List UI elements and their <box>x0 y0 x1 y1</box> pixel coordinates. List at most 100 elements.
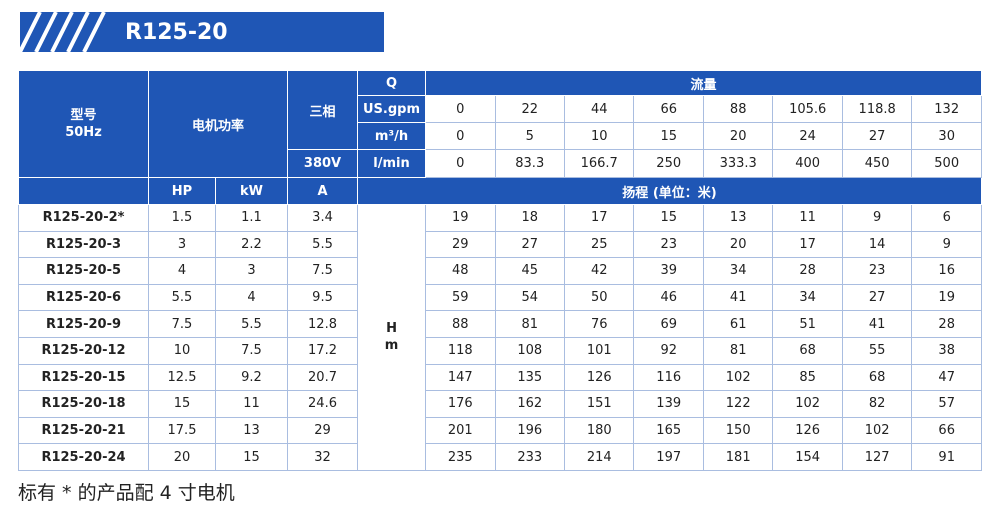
flow-value: 5 <box>494 122 565 150</box>
title: R125-20 <box>125 20 228 45</box>
table-row: 380V l/min 0 83.3 166.7 250 333.3 400 450 500 <box>19 149 982 178</box>
head-value: 116 <box>633 363 704 392</box>
table-row: R125-20-3 3 2.2 5.5 29 27 25 23 20 17 14 9 <box>18 230 982 259</box>
head-value: 25 <box>563 230 635 259</box>
head-value: 17 <box>772 230 843 259</box>
flow-value: 400 <box>772 149 843 178</box>
model-name: R125-20-2* <box>18 204 149 232</box>
unit-header: kW <box>214 177 289 205</box>
kw-value: 15 <box>214 443 289 471</box>
flow-value: 83.3 <box>494 149 565 178</box>
head-value: 68 <box>772 336 843 365</box>
head-value: 102 <box>841 416 913 445</box>
amp-value: 5.5 <box>287 230 359 259</box>
head-value: 45 <box>494 257 565 285</box>
amp-value: 20.7 <box>287 363 359 392</box>
head-value: 197 <box>633 443 704 471</box>
flow-value: 0 <box>425 149 496 178</box>
q-header: Q <box>357 70 427 96</box>
head-value: 122 <box>702 390 774 418</box>
flow-value: 44 <box>563 95 635 123</box>
flow-value: 22 <box>494 95 565 123</box>
head-unit-line: m <box>384 338 399 354</box>
head-value: 180 <box>563 416 635 445</box>
head-value: 20 <box>702 230 774 259</box>
head-value: 150 <box>702 416 774 445</box>
amp-value: 3.4 <box>287 204 359 232</box>
flow-value: 0 <box>425 122 496 150</box>
table-row: R125-20-15 12.5 9.2 20.7 147 135 126 116 102 85 68… <box>18 363 982 392</box>
table-row: R125-20-5 4 3 7.5 48 45 42 39 34 28 23 16 <box>18 257 982 285</box>
hp-value: 3 <box>148 230 216 259</box>
head-value: 9 <box>841 204 913 232</box>
model-name: R125-20-18 <box>18 390 149 418</box>
head-value: 102 <box>702 363 774 392</box>
head-value: 18 <box>494 204 565 232</box>
flow-value: 450 <box>841 149 913 178</box>
head-value: 81 <box>494 310 565 338</box>
head-value: 176 <box>425 390 496 418</box>
head-value: 126 <box>563 363 635 392</box>
amp-value: 12.8 <box>287 310 359 338</box>
hp-value: 10 <box>148 336 216 365</box>
table-row: US.gpm 0 22 44 66 88 105.6 118.8 132 <box>19 95 982 123</box>
amp-value: 29 <box>287 416 359 445</box>
head-value: 69 <box>633 310 704 338</box>
head-value: 11 <box>772 204 843 232</box>
head-value: 102 <box>772 390 843 418</box>
head-value: 27 <box>494 230 565 259</box>
head-value: 118 <box>425 336 496 365</box>
model-name: R125-20-5 <box>18 257 149 285</box>
head-value: 68 <box>841 363 913 392</box>
kw-value: 7.5 <box>214 336 289 365</box>
head-value: 19 <box>911 283 982 312</box>
kw-value: 13 <box>214 416 289 445</box>
table-row: R125-20-12 10 7.5 17.2 118 108 101 92 81 68 55 38 <box>18 336 982 365</box>
flow-value: 24 <box>772 122 843 150</box>
table-row: R125-20-24 20 15 32 235 233 214 197 181 154 127 91 <box>18 443 982 471</box>
phase-header: 三相 <box>287 70 359 150</box>
kw-value: 5.5 <box>214 310 289 338</box>
model-name: R125-20-15 <box>18 363 149 392</box>
head-value: 54 <box>494 283 565 312</box>
head-value: 181 <box>702 443 774 471</box>
head-value: 165 <box>633 416 704 445</box>
banner-stripes <box>20 12 106 52</box>
head-value: 28 <box>911 310 982 338</box>
flow-value: 500 <box>911 149 982 178</box>
title-banner: R125-20 <box>20 12 384 52</box>
head-value: 214 <box>563 443 635 471</box>
unit-header: A <box>287 177 359 205</box>
table-row: R125-20-18 15 11 24.6 176 162 151 139 122 102 82 57 <box>18 390 982 418</box>
head-value: 92 <box>633 336 704 365</box>
blank-header <box>18 177 149 205</box>
head-value: 82 <box>841 390 913 418</box>
head-value: 38 <box>911 336 982 365</box>
amp-value: 24.6 <box>287 390 359 418</box>
flow-value: 20 <box>702 122 774 150</box>
model-name: R125-20-21 <box>18 416 149 445</box>
head-value: 162 <box>494 390 565 418</box>
head-value: 101 <box>563 336 635 365</box>
amp-value: 17.2 <box>287 336 359 365</box>
head-value: 85 <box>772 363 843 392</box>
head-value: 50 <box>563 283 635 312</box>
model-header: 型号 50Hz <box>18 70 149 178</box>
flow-value: 30 <box>911 122 982 150</box>
head-value: 55 <box>841 336 913 365</box>
head-value: 196 <box>494 416 565 445</box>
head-value: 29 <box>425 230 496 259</box>
head-value: 17 <box>563 204 635 232</box>
flow-value: 118.8 <box>841 95 913 123</box>
table-row: HP kW A 扬程 (单位：米) <box>18 177 982 205</box>
head-value: 59 <box>425 283 496 312</box>
head-value: 235 <box>425 443 496 471</box>
kw-value: 3 <box>214 257 289 285</box>
unit-header: HP <box>148 177 216 205</box>
hp-value: 1.5 <box>148 204 216 232</box>
flow-value: 105.6 <box>772 95 843 123</box>
head-value: 51 <box>772 310 843 338</box>
hp-value: 7.5 <box>148 310 216 338</box>
